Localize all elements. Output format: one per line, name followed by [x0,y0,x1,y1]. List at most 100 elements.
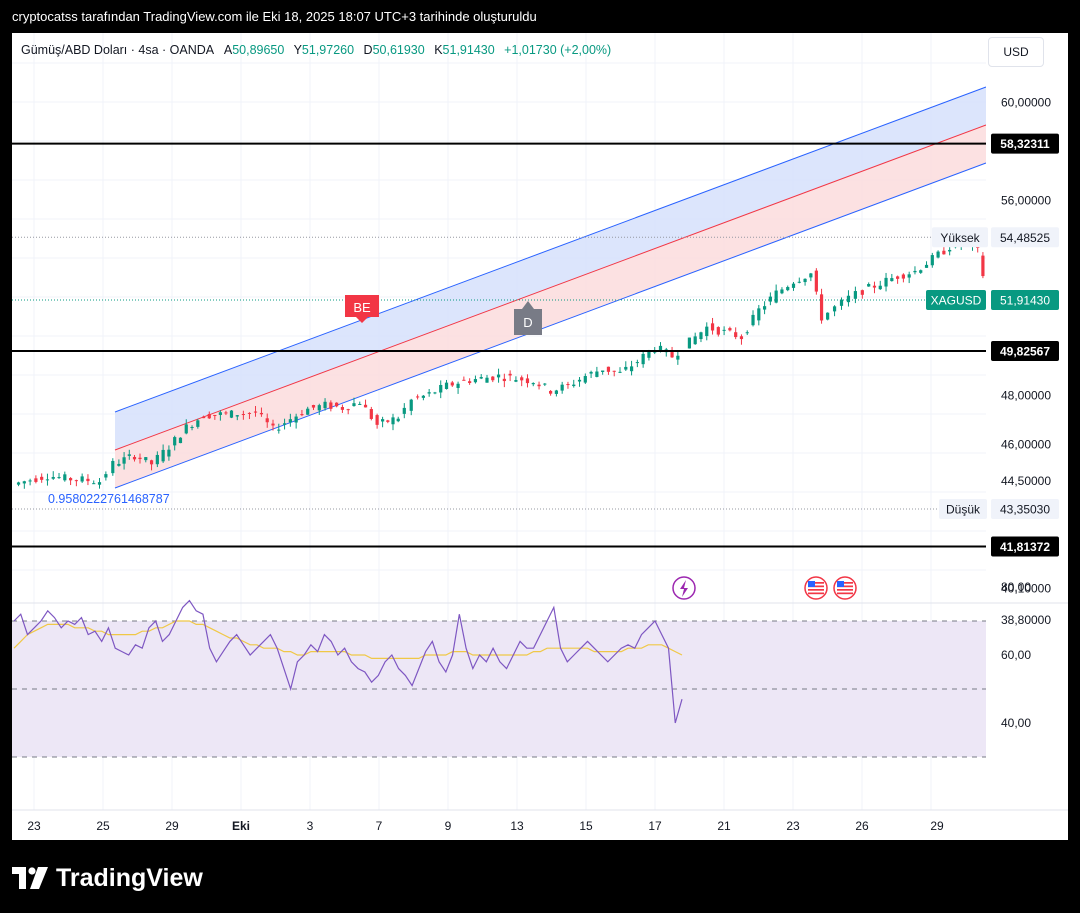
flag-ring [833,576,857,600]
candle-body [751,314,755,326]
last-price-label-box [991,290,1059,310]
currency-button[interactable]: USD [988,37,1044,67]
be-marker-shape [345,295,379,323]
symbol-label: XAGUSD [931,294,982,308]
tradingview-logo-icon [12,867,48,889]
price-tick: 38,80000 [1001,613,1051,627]
d-marker-shape [514,301,542,335]
high-value: 54,48525 [1000,231,1050,245]
candle-body [531,383,535,385]
candle-body [167,449,171,457]
legend-close: 51,91430 [442,43,495,57]
candle-body [496,374,501,378]
candle-body [439,384,443,393]
candle-body [311,405,316,408]
candle-body [819,294,824,321]
candle-body [381,419,385,422]
chart-svg[interactable]: 60,00000 56,00000 48,00000 46,00000 44,50000… [12,33,1068,840]
candle-body [265,418,269,423]
candle-body [981,255,985,277]
rsi-band [12,621,986,757]
legend-close-label: K [434,43,443,57]
candle-body [104,474,108,478]
candle-body [566,384,570,386]
candle-body [791,283,796,288]
candle-body [173,437,177,446]
candle-body [444,382,449,390]
legend-low: 50,61930 [372,43,425,57]
candle-body [138,457,142,460]
candle-body [485,377,489,383]
candle-body [670,352,674,358]
low-tag: Düşük [946,502,981,516]
candle-body [780,289,784,294]
candle-body [178,437,183,444]
channel-lower-fill [115,125,986,488]
us-flag-event-icon [833,576,857,600]
candle-body [161,449,165,462]
candle-body [391,417,395,425]
candle-body [589,371,593,374]
time-tick: 29 [165,819,179,833]
low-tag-box [939,498,987,519]
candle-body [508,373,512,376]
candle-body [716,327,720,335]
rsi-line [13,599,683,724]
flag-stripe [837,582,853,584]
candle-body [595,371,599,377]
candle-body [867,284,871,287]
candle-body [340,407,345,410]
candle-body [936,251,940,258]
candle-body [473,379,478,383]
candle-body [635,362,639,364]
legend-open: 50,89650 [232,43,285,57]
candle-body [728,328,732,331]
candle-body [913,270,917,273]
candle-body [525,378,530,384]
high-value-box [991,227,1059,248]
price-tick: 40,10000 [1001,581,1051,595]
candle-body [537,384,541,387]
time-tick: 26 [855,819,869,833]
flag-stripe [837,585,853,588]
candle-body [768,296,772,302]
candle-body [323,401,327,409]
candle-body [229,410,234,418]
candle-body [809,273,813,278]
rsi-tick: 80,00 [1001,580,1031,594]
level-label-box [991,536,1059,557]
candle-body [409,399,413,411]
candle-body [606,366,611,372]
candle-body [797,281,801,283]
candle-body [352,403,356,407]
candle-body [358,403,362,405]
candle-body [872,285,877,288]
candle-body [693,336,697,345]
candle-body [901,274,905,279]
candle-body [884,277,888,287]
channel-ratio-label: 0.9580222761468787 [48,492,170,506]
candle-body [502,378,506,382]
price-tick: 56,00000 [1001,193,1051,207]
candle-body [814,270,818,292]
candle-body [294,416,298,423]
candle-body [757,308,761,321]
time-tick: 17 [648,819,662,833]
candle-body [415,396,420,398]
candle-body [860,290,864,295]
time-tick: 23 [786,819,800,833]
rsi-ma-line [13,620,683,659]
rsi-tick: 60,00 [1001,648,1031,662]
legend-high: 51,97260 [301,43,355,57]
candle-body [554,390,558,394]
level-label-box [991,340,1059,361]
time-tick: 15 [579,819,593,833]
candle-body [196,420,200,427]
price-tick: 44,50000 [1001,474,1051,488]
candle-body [549,390,553,394]
candle-body [288,419,292,423]
candle-body [601,370,605,372]
candle-body [734,332,738,338]
chart-panel: 60,00000 56,00000 48,00000 46,00000 44,50000… [12,33,1068,840]
flag-stripe [808,592,824,595]
